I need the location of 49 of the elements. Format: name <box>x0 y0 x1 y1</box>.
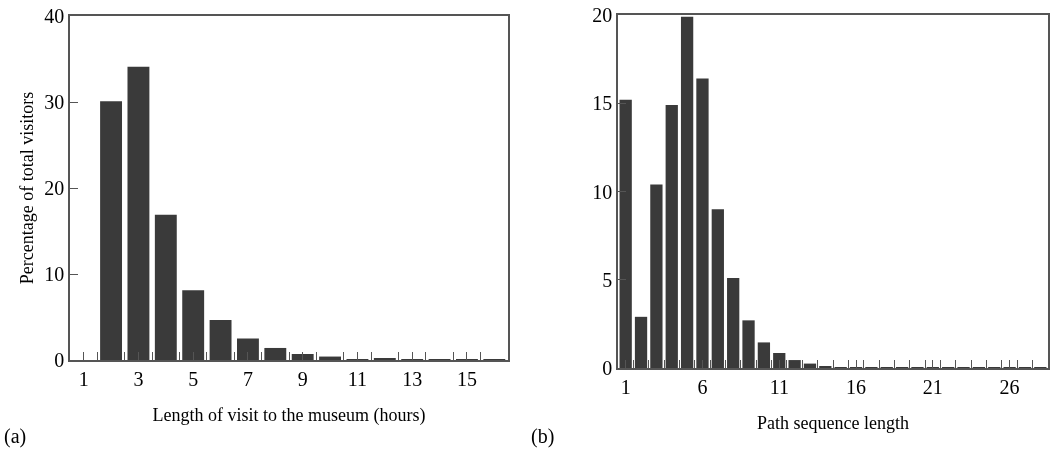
y-tick-label: 20 <box>592 4 613 26</box>
bar <box>182 290 205 360</box>
x-axis-title: Length of visit to the museum (hours) <box>152 405 426 427</box>
bar <box>680 16 694 368</box>
y-tick-label: 0 <box>54 349 65 371</box>
bar <box>127 66 150 360</box>
x-tick-label: 21 <box>922 375 943 398</box>
bar <box>711 209 724 368</box>
y-tick-label: 30 <box>44 91 65 113</box>
y-tick-label: 40 <box>44 5 65 27</box>
bar <box>264 347 287 360</box>
bar <box>291 353 314 360</box>
y-axis-title: Percentage of total visitors <box>16 91 37 285</box>
bar <box>650 184 663 368</box>
y-tick-label: 20 <box>44 177 65 199</box>
bar <box>236 338 259 360</box>
x-tick-label: 6 <box>697 375 708 398</box>
bar <box>154 214 177 360</box>
bar <box>665 105 678 368</box>
bar <box>757 342 771 368</box>
y-tick-label: 10 <box>592 180 613 203</box>
x-tick-label: 3 <box>133 367 144 390</box>
bar <box>788 360 801 368</box>
x-tick-label: 15 <box>456 367 477 390</box>
bar <box>634 316 648 368</box>
x-tick-label: 1 <box>78 367 89 390</box>
x-tick-label: 5 <box>188 367 199 390</box>
y-tick-label: 15 <box>592 92 613 115</box>
x-axis-title: Path sequence length <box>757 413 909 434</box>
bar <box>619 99 632 368</box>
x-tick-label: 11 <box>347 367 368 390</box>
text: (b) <box>531 425 555 448</box>
x-tick-label: 7 <box>242 367 253 390</box>
y-tick-label: 10 <box>44 263 65 285</box>
bar <box>742 320 755 368</box>
x-tick-label: 11 <box>769 375 789 398</box>
bar <box>696 78 709 368</box>
y-tick-label: 0 <box>602 357 613 379</box>
x-tick-label: 16 <box>846 375 867 398</box>
x-tick-label: 1 <box>620 375 631 398</box>
y-tick-label: 5 <box>602 268 613 291</box>
bar <box>100 101 123 360</box>
bar <box>773 353 786 368</box>
x-tick-label: 9 <box>297 367 308 390</box>
bar <box>727 277 740 368</box>
x-tick-label: 26 <box>999 375 1020 398</box>
text: (a) <box>4 425 27 448</box>
bar <box>209 320 232 360</box>
x-tick-label: 13 <box>402 367 423 390</box>
